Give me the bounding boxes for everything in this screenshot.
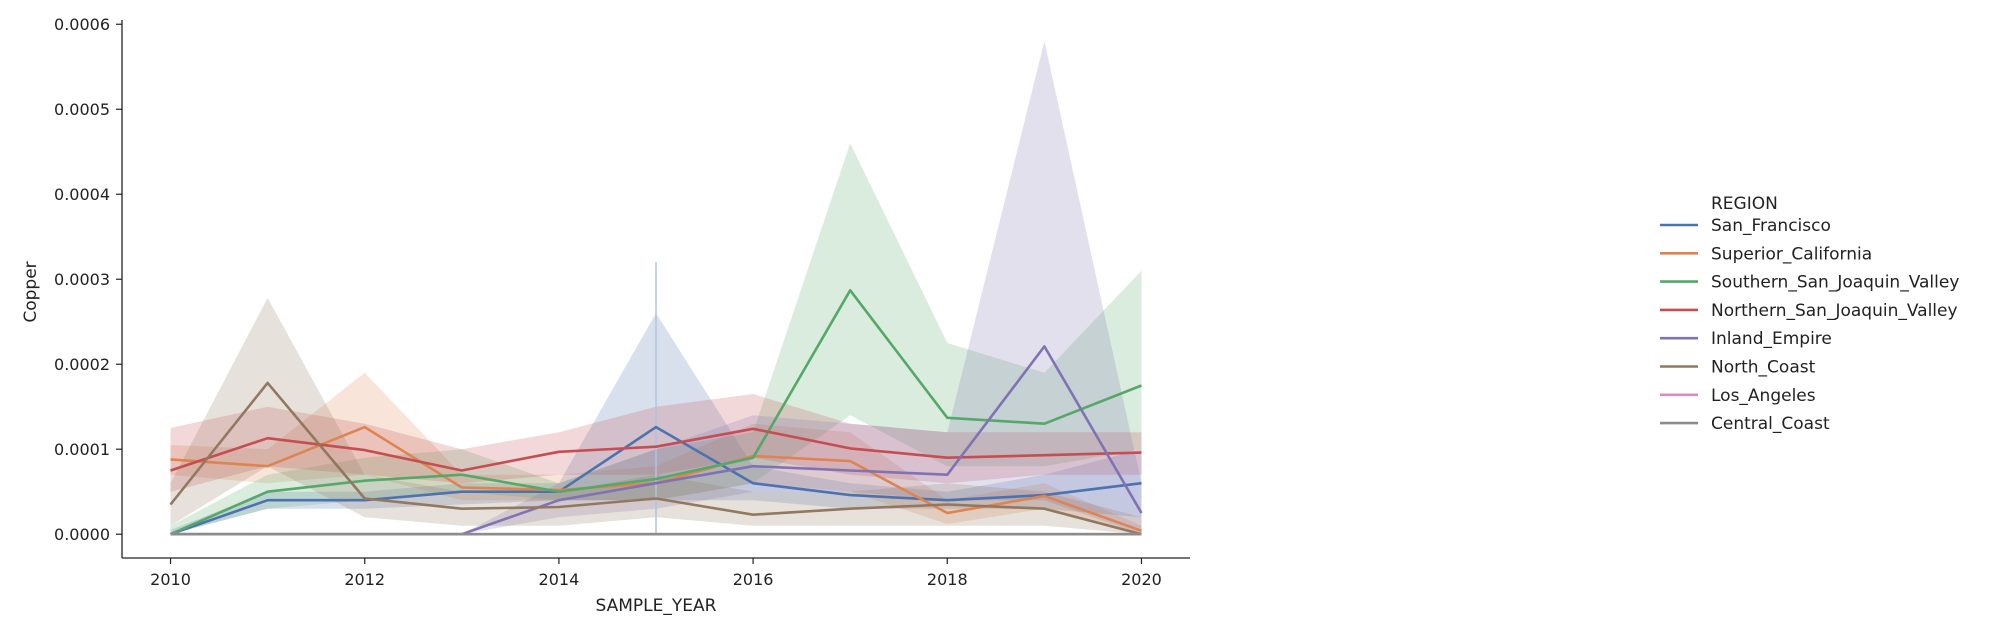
band-Southern_San_Joaquin_Valley [170, 143, 1142, 535]
legend: REGION San_Francisco Superior_California S… [1660, 194, 1959, 434]
series-lines [169, 288, 1143, 536]
band-Inland_Empire [170, 41, 1142, 535]
x-tick-label: 2018 [927, 570, 968, 589]
y-axis-title: Copper [21, 261, 41, 322]
y-tick-label: 0.0002 [54, 355, 110, 374]
legend-label-Southern_San_Joaquin_Valley: Southern_San_Joaquin_Valley [1711, 273, 1959, 293]
x-tick-label: 2016 [733, 570, 774, 589]
legend-label-Inland_Empire: Inland_Empire [1711, 329, 1832, 349]
x-tick-label: 2020 [1121, 570, 1162, 589]
line-San_Francisco [170, 425, 1142, 536]
line-Northern_San_Joaquin_Valley [170, 427, 1142, 472]
band-Superior_California [170, 372, 1142, 535]
legend-label-Central_Coast: Central_Coast [1711, 414, 1830, 434]
x-axis-ticks: 2010 2012 2014 2016 2018 2020 [150, 558, 1162, 589]
y-tick-label: 0.0003 [54, 270, 110, 289]
legend-label-San_Francisco: San_Francisco [1711, 216, 1831, 236]
x-tick-label: 2012 [344, 570, 385, 589]
y-tick-label: 0.0005 [54, 100, 110, 119]
line-North_Coast [169, 381, 1142, 536]
legend-label-Superior_California: Superior_California [1711, 244, 1872, 264]
x-tick-label: 2010 [150, 570, 191, 589]
legend-label-Los_Angeles: Los_Angeles [1711, 386, 1816, 406]
y-axis-ticks: 0.0000 0.0001 0.0002 0.0003 0.0004 0.0005 0.00… [54, 15, 122, 544]
y-tick-label: 0.0006 [54, 15, 110, 34]
legend-title: REGION [1711, 194, 1778, 214]
y-tick-label: 0.0001 [54, 440, 110, 459]
y-tick-label: 0.0000 [54, 525, 110, 544]
legend-label-Northern_San_Joaquin_Valley: Northern_San_Joaquin_Valley [1711, 301, 1958, 321]
legend-label-North_Coast: North_Coast [1711, 358, 1816, 378]
y-tick-label: 0.0004 [54, 185, 110, 204]
x-axis-title: SAMPLE_YEAR [596, 596, 717, 616]
x-tick-label: 2014 [539, 570, 580, 589]
line-Southern_San_Joaquin_Valley [169, 288, 1142, 536]
